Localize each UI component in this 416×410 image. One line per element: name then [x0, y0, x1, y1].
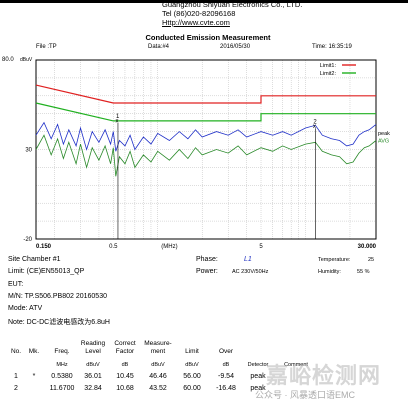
- phase-value: L1: [244, 256, 252, 263]
- x-tick-label: 5: [259, 244, 263, 250]
- table-unit-5: dBuV: [151, 362, 165, 368]
- legend-label: Limit2:: [320, 71, 337, 77]
- power-value: AC 230V/50Hz: [232, 269, 269, 275]
- x-tick-label: 0.5: [109, 244, 118, 250]
- site-label: Site Chamber #1: [8, 256, 61, 263]
- peak-trace: [35, 121, 377, 152]
- chart-curves: [35, 84, 377, 239]
- table-unit-4: dB: [121, 362, 129, 368]
- mn-label: M/N: TP.S506.PB802 20160530: [8, 293, 107, 300]
- table-cell: -9.54: [218, 373, 234, 380]
- eut-label: EUT:: [8, 281, 24, 288]
- table-unit-3: dBuV: [86, 362, 100, 368]
- chart-grid: [36, 60, 376, 239]
- time-label: Time: 16:35:19: [312, 44, 352, 50]
- table-header-1: Mk.: [28, 348, 40, 355]
- table-cell: -16.48: [216, 385, 236, 392]
- table-cell: 10.45: [116, 373, 134, 380]
- phase-label: Phase:: [196, 256, 218, 263]
- y-tick-label: 30: [25, 148, 32, 154]
- table-cell: 36.01: [84, 373, 102, 380]
- table-cell: 10.68: [116, 385, 134, 392]
- table-cell: peak: [250, 385, 266, 392]
- table-cell: *: [32, 373, 36, 380]
- table-cell: 11.6700: [49, 385, 75, 392]
- mode-label: Mode: ATV: [8, 305, 43, 312]
- y-unit-label: dBuV: [20, 57, 33, 63]
- table-cell: 43.52: [149, 385, 167, 392]
- limit1-line: [35, 84, 376, 104]
- table-header-7: Over: [218, 348, 234, 355]
- series-label-peak: peak: [378, 131, 390, 137]
- marker-point-2: x: [313, 124, 316, 130]
- table-cell: 56.00: [183, 373, 201, 380]
- company-tel: Tel (86)020-82096168: [162, 9, 236, 18]
- table-unit-8: Detector: [247, 362, 269, 368]
- company-url[interactable]: Http://www.cvte.com: [162, 18, 230, 27]
- table-cell: 1: [14, 373, 18, 380]
- date-value: 2016/05/30: [220, 44, 251, 50]
- table-header-5: Measure- ment: [144, 340, 172, 355]
- y-tick-label: -20: [23, 237, 32, 243]
- table-cell: 46.46: [149, 373, 167, 380]
- watermark-text: 嘉峪检测网: [266, 363, 382, 388]
- x-tick-label: 0.150: [36, 244, 52, 250]
- divider-top: [0, 0, 408, 1]
- marker-label-2: 2: [313, 119, 317, 125]
- note-label: Note: DC-DC滤波电感改为6.8uH: [8, 319, 110, 326]
- power-label: Power:: [196, 268, 218, 275]
- table-cell: 2: [14, 385, 18, 392]
- temperature-value: 25: [368, 257, 375, 263]
- table-cell: 0.5380: [51, 373, 73, 380]
- table-cell: peak: [250, 373, 266, 380]
- x-tick-label: 30.000: [358, 244, 377, 250]
- table-header-2: Freq.: [54, 348, 70, 355]
- humidity-value: 55 %: [357, 269, 370, 275]
- table-header-0: No.: [10, 348, 22, 355]
- limit2-line: [35, 102, 376, 122]
- legend-label: Limit1:: [320, 63, 337, 69]
- table-header-4: Correct Factor: [114, 340, 136, 355]
- data-label: Data:#4: [148, 44, 170, 50]
- table-cell: 60.00: [183, 385, 201, 392]
- limit-label: Limit: (CE)EN55013_QP: [8, 268, 85, 275]
- table-divider: [0, 1, 408, 2]
- company-name: Guangzhou Shiyuan Electronics Co., LTD.: [162, 0, 303, 9]
- series-label-avg: AVG: [378, 138, 389, 144]
- table-unit-2: MHz: [56, 362, 68, 368]
- table-unit-7: dB: [222, 362, 230, 368]
- marker-point-1: x: [115, 119, 118, 125]
- watermark-subtext: 公众号 · 风暴透口语EMC: [255, 390, 355, 400]
- table-header-3: Reading Level: [80, 340, 106, 355]
- x-axis-label: (MHz): [161, 244, 177, 250]
- table-unit-9: Comment: [284, 362, 308, 368]
- table-bottom-divider: [0, 2, 408, 3]
- file-label: File :TP: [36, 44, 57, 50]
- avg-trace: [35, 134, 377, 177]
- table-header-6: Limit: [185, 348, 199, 355]
- results-table: No. Mk. Freq. Reading Level Correct Factor Me…: [0, 1, 416, 392]
- humidity-label: Humidity:: [318, 269, 341, 275]
- report-title: Conducted Emission Measurement: [145, 33, 271, 42]
- table-cell: 32.84: [84, 385, 102, 392]
- y-top-label: 80.0: [2, 57, 14, 63]
- marker-label-1: 1: [116, 114, 120, 120]
- temperature-label: Temperature:: [318, 257, 351, 263]
- table-unit-6: dBuV: [185, 362, 199, 368]
